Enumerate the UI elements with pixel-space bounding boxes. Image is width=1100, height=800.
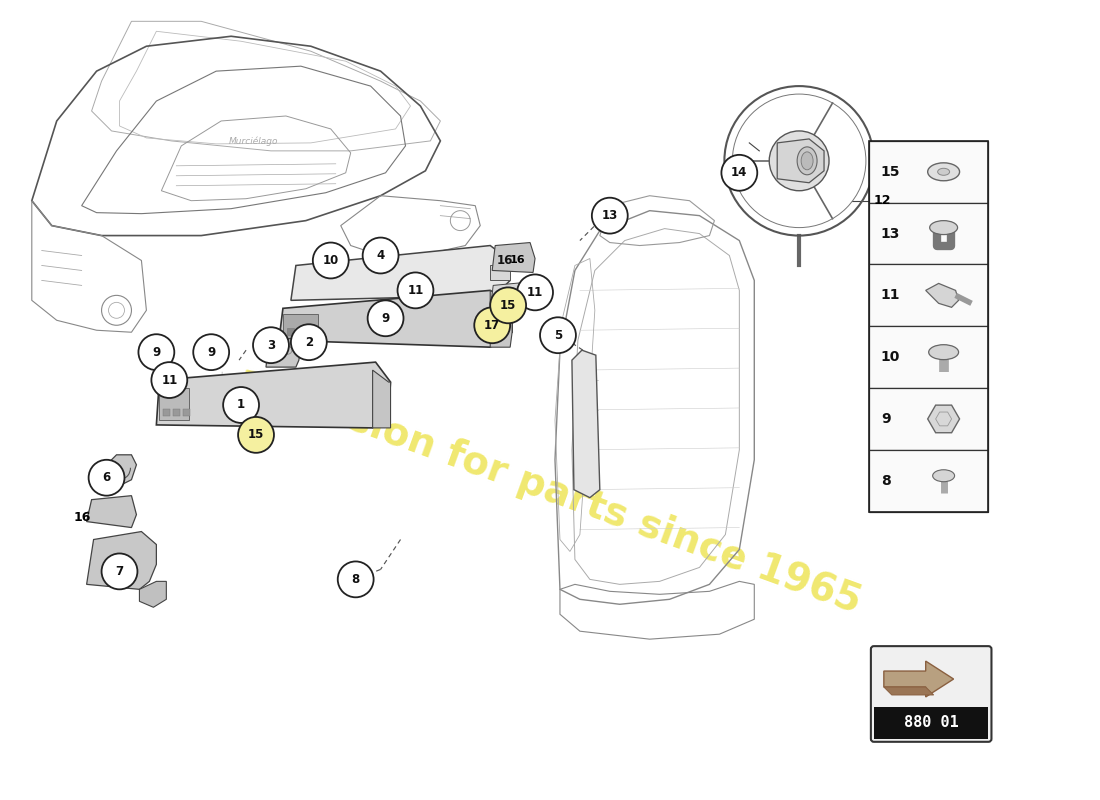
Polygon shape: [140, 582, 166, 607]
Bar: [307, 328, 314, 335]
Circle shape: [722, 155, 757, 190]
Circle shape: [338, 562, 374, 598]
Circle shape: [312, 242, 349, 278]
Polygon shape: [279, 290, 513, 347]
Bar: [869, 265, 989, 326]
Circle shape: [363, 238, 398, 274]
Bar: [869, 141, 989, 512]
Circle shape: [194, 334, 229, 370]
Bar: [287, 328, 294, 335]
Text: 12: 12: [873, 194, 891, 207]
Text: 10: 10: [322, 254, 339, 267]
Circle shape: [491, 287, 526, 323]
Bar: [184, 409, 190, 416]
Text: 9: 9: [152, 346, 161, 358]
Circle shape: [290, 324, 327, 360]
Text: 15: 15: [248, 428, 264, 442]
Polygon shape: [87, 496, 136, 527]
Circle shape: [101, 554, 138, 590]
Bar: [869, 388, 989, 450]
Polygon shape: [778, 139, 824, 182]
Polygon shape: [156, 362, 390, 428]
Text: 5: 5: [553, 329, 562, 342]
Circle shape: [223, 387, 258, 423]
Ellipse shape: [927, 163, 959, 181]
Text: 16: 16: [74, 511, 91, 524]
Ellipse shape: [930, 221, 958, 234]
Bar: [869, 202, 989, 265]
Bar: [869, 141, 989, 202]
Circle shape: [152, 362, 187, 398]
Text: 13: 13: [602, 209, 618, 222]
Polygon shape: [883, 687, 934, 695]
Text: 11: 11: [162, 374, 177, 386]
Ellipse shape: [798, 147, 817, 174]
Ellipse shape: [933, 470, 955, 482]
Polygon shape: [491, 282, 528, 310]
Bar: [174, 409, 180, 416]
Text: 1: 1: [236, 398, 245, 411]
Circle shape: [367, 300, 404, 336]
Text: 10: 10: [881, 350, 900, 364]
Text: 16: 16: [510, 255, 526, 266]
Circle shape: [592, 198, 628, 234]
Text: 11: 11: [527, 286, 543, 299]
Polygon shape: [492, 242, 535, 273]
Text: 8: 8: [881, 474, 891, 488]
Circle shape: [238, 417, 274, 453]
Text: 4: 4: [376, 249, 385, 262]
Circle shape: [540, 318, 576, 353]
Text: 15: 15: [881, 165, 900, 178]
Polygon shape: [927, 405, 959, 433]
Polygon shape: [883, 661, 954, 697]
Text: 13: 13: [881, 226, 900, 241]
Ellipse shape: [937, 168, 949, 175]
Polygon shape: [491, 290, 513, 347]
Text: 14: 14: [732, 166, 748, 179]
Circle shape: [397, 273, 433, 308]
Circle shape: [769, 131, 829, 190]
Text: 2: 2: [305, 336, 312, 349]
Text: a passion for parts since 1965: a passion for parts since 1965: [233, 359, 867, 621]
Polygon shape: [87, 531, 156, 590]
Polygon shape: [373, 370, 390, 428]
Text: 11: 11: [407, 284, 424, 297]
Ellipse shape: [801, 152, 813, 170]
Text: 6: 6: [102, 471, 111, 484]
Text: 880 01: 880 01: [904, 715, 958, 730]
Text: 7: 7: [116, 565, 123, 578]
Bar: [869, 450, 989, 512]
Text: 16: 16: [497, 254, 514, 267]
Bar: [283, 314, 318, 338]
Bar: [873, 707, 989, 739]
Text: 9: 9: [881, 412, 891, 426]
Circle shape: [89, 460, 124, 496]
Polygon shape: [926, 283, 958, 307]
Circle shape: [517, 274, 553, 310]
Text: 8: 8: [352, 573, 360, 586]
Circle shape: [253, 327, 289, 363]
Polygon shape: [290, 246, 510, 300]
Circle shape: [139, 334, 174, 370]
Bar: [160, 388, 189, 420]
Text: 9: 9: [207, 346, 216, 358]
Ellipse shape: [928, 345, 958, 360]
Polygon shape: [266, 338, 301, 367]
Polygon shape: [101, 455, 136, 485]
Bar: [163, 409, 170, 416]
Bar: [869, 326, 989, 388]
Text: 3: 3: [267, 338, 275, 352]
Text: 17: 17: [484, 318, 500, 332]
Polygon shape: [572, 350, 600, 498]
Polygon shape: [491, 266, 510, 281]
Text: 9: 9: [382, 312, 389, 325]
Text: 11: 11: [881, 288, 900, 302]
Text: 15: 15: [500, 299, 516, 312]
Bar: [297, 328, 304, 335]
Text: Murciélago: Murciélago: [229, 136, 278, 146]
FancyBboxPatch shape: [871, 646, 991, 742]
Circle shape: [474, 307, 510, 343]
